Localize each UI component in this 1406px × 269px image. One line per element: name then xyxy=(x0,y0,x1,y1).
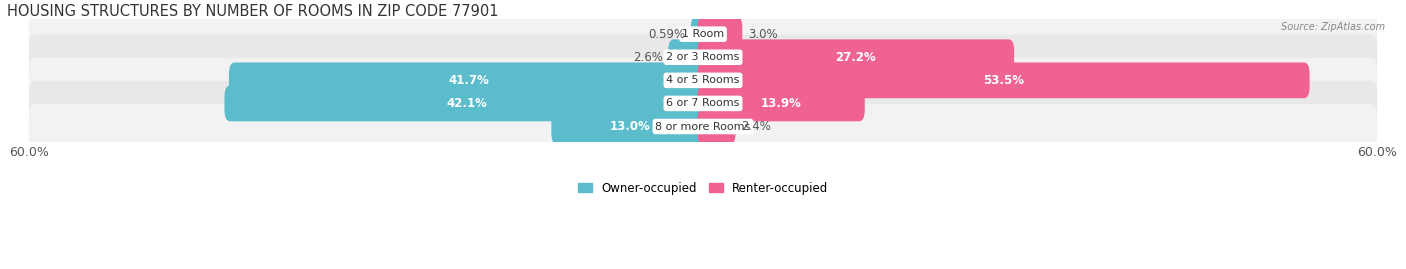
Text: 2 or 3 Rooms: 2 or 3 Rooms xyxy=(666,52,740,62)
FancyBboxPatch shape xyxy=(30,35,1376,80)
FancyBboxPatch shape xyxy=(30,58,1376,103)
Text: 42.1%: 42.1% xyxy=(446,97,486,110)
Text: 6 or 7 Rooms: 6 or 7 Rooms xyxy=(666,98,740,108)
FancyBboxPatch shape xyxy=(30,104,1376,149)
Text: 41.7%: 41.7% xyxy=(449,74,489,87)
FancyBboxPatch shape xyxy=(697,62,1309,98)
Text: 8 or more Rooms: 8 or more Rooms xyxy=(655,122,751,132)
Text: Source: ZipAtlas.com: Source: ZipAtlas.com xyxy=(1281,22,1385,31)
Text: 2.4%: 2.4% xyxy=(741,120,770,133)
FancyBboxPatch shape xyxy=(225,86,709,121)
Text: 4 or 5 Rooms: 4 or 5 Rooms xyxy=(666,75,740,85)
Text: 3.0%: 3.0% xyxy=(748,28,778,41)
FancyBboxPatch shape xyxy=(697,109,735,144)
Text: 2.6%: 2.6% xyxy=(633,51,662,64)
Text: 13.9%: 13.9% xyxy=(761,97,801,110)
Text: HOUSING STRUCTURES BY NUMBER OF ROOMS IN ZIP CODE 77901: HOUSING STRUCTURES BY NUMBER OF ROOMS IN… xyxy=(7,4,498,19)
FancyBboxPatch shape xyxy=(668,39,709,75)
FancyBboxPatch shape xyxy=(30,12,1376,57)
Legend: Owner-occupied, Renter-occupied: Owner-occupied, Renter-occupied xyxy=(572,177,834,199)
FancyBboxPatch shape xyxy=(697,39,1014,75)
Text: 0.59%: 0.59% xyxy=(648,28,685,41)
Text: 1 Room: 1 Room xyxy=(682,29,724,39)
FancyBboxPatch shape xyxy=(229,62,709,98)
FancyBboxPatch shape xyxy=(551,109,709,144)
FancyBboxPatch shape xyxy=(697,16,742,52)
Text: 13.0%: 13.0% xyxy=(610,120,651,133)
FancyBboxPatch shape xyxy=(30,81,1376,126)
Text: 53.5%: 53.5% xyxy=(983,74,1024,87)
FancyBboxPatch shape xyxy=(690,16,709,52)
FancyBboxPatch shape xyxy=(697,86,865,121)
Text: 27.2%: 27.2% xyxy=(835,51,876,64)
